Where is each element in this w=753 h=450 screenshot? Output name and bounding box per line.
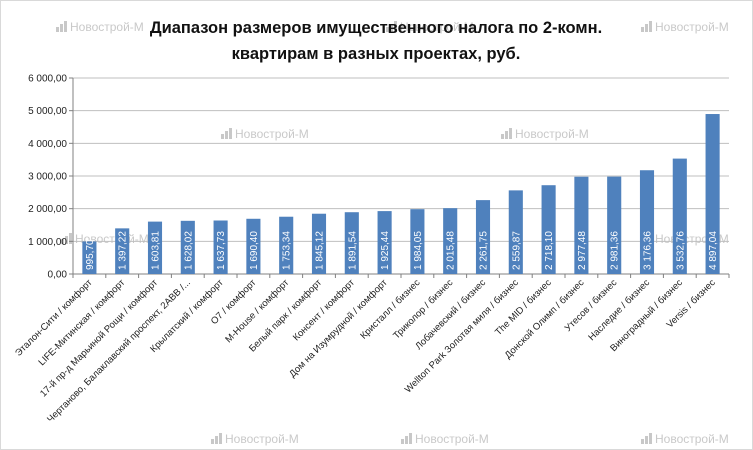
watermark-text: Новострой-М: [235, 127, 309, 141]
bar-value-label: 2 977,48: [577, 231, 588, 270]
watermark-text: Новострой-М: [515, 127, 589, 141]
bar: [508, 190, 523, 274]
bar: [115, 228, 130, 274]
y-tick-label: 2 000,00: [28, 204, 67, 215]
bar-value-label: 1 984,05: [413, 231, 424, 270]
y-tick-label: 4 000,00: [28, 139, 67, 150]
bar: [82, 241, 97, 274]
watermark-logo: Новострой-М: [61, 232, 149, 246]
watermark-logo: Новострой-М: [221, 127, 309, 141]
bar-value-label: 4 897,04: [708, 231, 719, 270]
bar: [213, 220, 228, 274]
bar-value-label: 1 925,44: [380, 231, 391, 270]
y-tick-label: 0,00: [48, 270, 68, 281]
data-labels: 995,70 1 397,22 1 603,81 1 628,02 1 637,73 1 …: [85, 231, 719, 270]
bar: [311, 213, 327, 274]
chart-title: Диапазон размеров имущественного налога …: [150, 19, 602, 63]
bar: [574, 176, 589, 274]
bars: [82, 114, 720, 274]
bar-value-label: 1 397,22: [118, 231, 129, 270]
category-label: Кристалл / бизнес: [358, 277, 422, 341]
watermark-logo: Новострой-М: [501, 127, 589, 141]
bar: [639, 170, 655, 274]
watermark-logo: Новострой-М: [641, 20, 729, 34]
bar: [475, 200, 491, 274]
category-label: Наследие / бизнес: [586, 277, 652, 343]
bar: [443, 208, 458, 274]
category-label: 17-й пр-д Марьиной Рощи / комфорт: [38, 277, 161, 400]
bar: [344, 212, 359, 274]
chart-title-line-1: Диапазон размеров имущественного налога …: [150, 19, 602, 37]
bar: [377, 211, 392, 274]
bar-value-label: 1 690,40: [249, 231, 260, 270]
watermark-logo: Новострой-М: [386, 20, 474, 34]
watermark-logo: Новострой-М: [211, 432, 299, 446]
bar-value-label: 3 176,36: [643, 231, 654, 270]
bar: [147, 221, 163, 274]
bar-value-label: 1 753,34: [282, 231, 293, 270]
category-label: Триколор / бизнес: [391, 277, 455, 341]
bar-value-label: 1 845,12: [315, 231, 326, 270]
y-tick-label: 5 000,00: [28, 106, 67, 117]
bar: [246, 218, 261, 274]
bar-value-label: 995,70: [85, 239, 96, 270]
bar-value-label: 2 261,75: [479, 231, 490, 270]
bar: [410, 209, 425, 274]
bar: [607, 176, 622, 274]
bar-value-label: 1 891,54: [347, 231, 358, 270]
bar: [180, 220, 195, 274]
y-tick-label: 6 000,00: [28, 74, 67, 85]
bar-value-label: 2 559,87: [511, 231, 522, 270]
watermark-text: Новострой-М: [655, 432, 729, 446]
watermark-logo: Новострой-М: [56, 20, 144, 34]
y-tick-label: 3 000,00: [28, 172, 67, 183]
bar-value-label: 2 718,10: [544, 231, 555, 270]
chart-title-line-2: квартирам в разных проектах, руб.: [232, 45, 521, 63]
category-label: Консент / комфорт: [291, 277, 357, 343]
watermark-text: Новострой-М: [225, 432, 299, 446]
bar-value-label: 1 603,81: [151, 231, 162, 270]
bar: [672, 158, 687, 274]
watermark-text: Новострой-М: [70, 20, 144, 34]
bar: [279, 216, 294, 274]
y-axis-ticks: 0,00 1 000,00 2 000,00 3 000,00 4 000,00 5 00…: [28, 74, 73, 281]
watermark-logo: Новострой-М: [401, 432, 489, 446]
y-tick-label: 1 000,00: [28, 237, 67, 248]
bar-value-label: 2 981,36: [610, 231, 621, 270]
bar-value-label: 3 532,76: [675, 231, 686, 270]
bar: [705, 114, 720, 274]
gridlines: [73, 77, 729, 275]
category-label: The MID / бизнес: [493, 277, 554, 338]
watermark-text: Новострой-М: [655, 20, 729, 34]
watermark-text: Новострой-М: [415, 432, 489, 446]
watermark-logo: Новострой-М: [641, 432, 729, 446]
bar: [541, 185, 556, 274]
bar-value-label: 1 637,73: [216, 231, 227, 270]
bar-value-label: 2 015,48: [446, 231, 457, 270]
watermark-text: Новострой-М: [400, 20, 474, 34]
bar-value-label: 1 628,02: [183, 231, 194, 270]
